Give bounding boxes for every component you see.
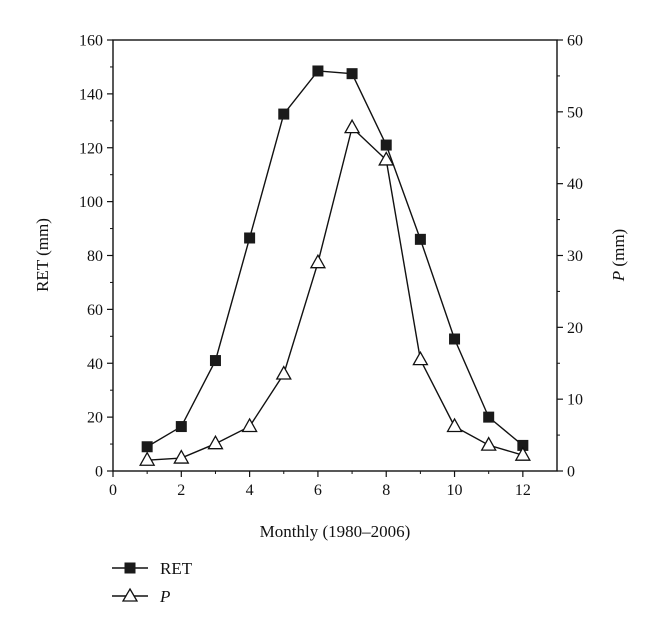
right-y-tick-label: 0 xyxy=(567,464,575,481)
series-ret-point xyxy=(209,355,221,367)
left-y-tick-label: 20 xyxy=(87,410,103,427)
x-tick-label: 10 xyxy=(447,482,463,499)
series-ret-line xyxy=(146,70,524,448)
right-y-tick-label: 10 xyxy=(567,392,583,409)
series-ret-point xyxy=(278,108,290,120)
series-ret-point xyxy=(312,65,324,77)
left-y-axis: 0 20 40 60 80 100 120 140 160 xyxy=(79,33,113,481)
x-tick-label: 0 xyxy=(109,482,117,499)
legend-item-p: P xyxy=(112,587,170,606)
left-y-tick-label: 40 xyxy=(87,356,103,373)
left-y-tick-label: 120 xyxy=(79,140,103,157)
left-y-axis-label: RET (mm) xyxy=(33,218,52,292)
legend: RET P xyxy=(112,559,193,606)
series-layer xyxy=(139,65,531,466)
series-p-point xyxy=(446,417,463,433)
right-y-tick-label: 50 xyxy=(567,104,583,121)
right-y-tick-label: 40 xyxy=(567,176,583,193)
legend-ret-marker xyxy=(124,562,136,574)
series-ret xyxy=(141,65,529,453)
series-p-point xyxy=(343,118,361,134)
series-p-point xyxy=(173,449,190,464)
right-y-axis-label-variable: P xyxy=(609,271,628,282)
series-p-point xyxy=(139,451,156,466)
series-ret-point xyxy=(414,233,426,245)
x-axis: 0 2 4 6 8 10 12 xyxy=(109,471,531,499)
left-y-tick-label: 140 xyxy=(79,86,103,103)
x-tick-label: 4 xyxy=(246,482,254,499)
left-y-tick-label: 160 xyxy=(79,33,103,50)
right-y-axis-label: P (mm) xyxy=(609,229,628,282)
plot-area-border xyxy=(112,39,558,472)
legend-p-marker xyxy=(121,587,139,602)
series-p-point xyxy=(378,151,395,166)
left-y-tick-label: 0 xyxy=(95,464,103,481)
series-ret-point xyxy=(244,232,256,244)
right-y-tick-label: 20 xyxy=(567,320,583,337)
series-p-point xyxy=(514,446,531,461)
left-y-tick-label: 80 xyxy=(87,248,103,265)
series-ret-point xyxy=(483,411,495,423)
x-tick-label: 12 xyxy=(515,482,531,499)
series-ret-point xyxy=(141,441,153,453)
series-p-point xyxy=(275,365,292,380)
series-ret-point xyxy=(517,439,529,451)
series-ret-point xyxy=(380,139,392,151)
series-p-point xyxy=(207,434,224,450)
series-ret-point xyxy=(449,333,461,345)
legend-p-label: P xyxy=(159,587,170,606)
series-p-line xyxy=(147,126,524,461)
legend-ret-label: RET xyxy=(160,559,193,578)
legend-item-ret: RET xyxy=(112,559,193,578)
plot-frame xyxy=(112,39,558,472)
x-axis-label: Monthly (1980–2006) xyxy=(260,522,411,541)
series-p-point xyxy=(241,417,258,433)
series-p xyxy=(139,118,531,466)
series-p-point xyxy=(480,436,497,451)
right-y-axis: 0 10 20 30 40 50 60 xyxy=(557,33,583,481)
series-ret-point xyxy=(346,68,358,80)
left-y-tick-label: 60 xyxy=(87,302,103,319)
series-p-point xyxy=(412,350,429,366)
x-tick-label: 2 xyxy=(177,482,185,499)
right-y-tick-label: 30 xyxy=(567,248,583,265)
series-ret-point xyxy=(175,421,187,433)
x-tick-label: 8 xyxy=(382,482,390,499)
right-y-tick-label: 60 xyxy=(567,33,583,50)
x-tick-label: 6 xyxy=(314,482,322,499)
series-p-point xyxy=(309,253,327,269)
left-y-tick-label: 100 xyxy=(79,194,103,211)
right-y-axis-label-unit: (mm) xyxy=(609,229,628,271)
